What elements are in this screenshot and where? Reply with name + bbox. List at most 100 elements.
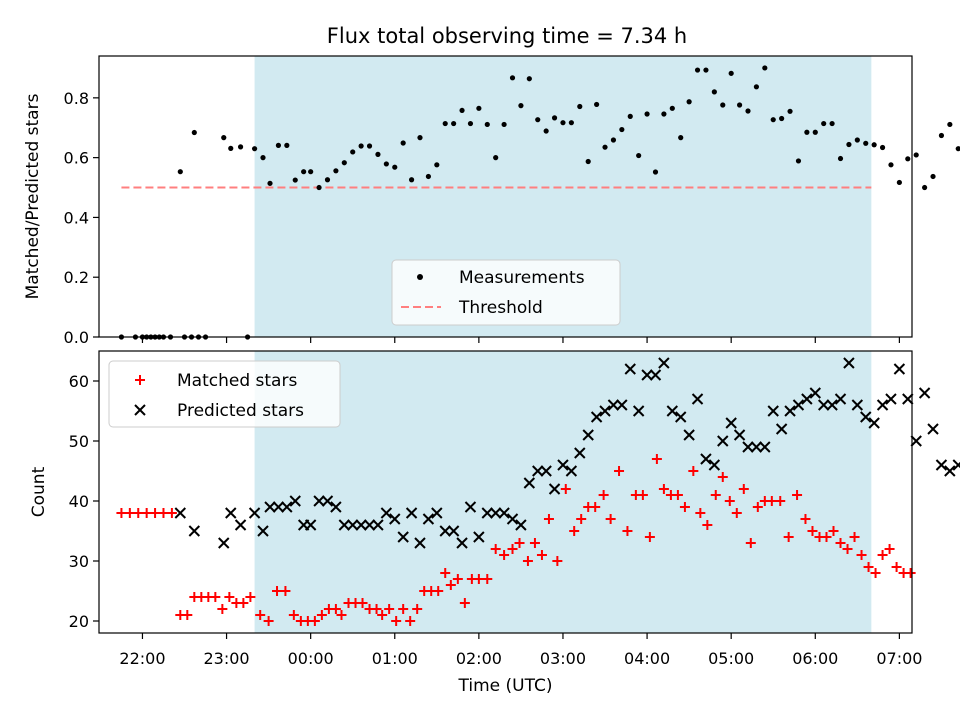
matched-star-point [116,508,127,518]
predicted-star-point [759,441,771,453]
measurement-point [400,140,406,146]
measurement-point [284,142,290,148]
measurement-point [177,169,183,175]
measurement-point [745,108,751,114]
measurement-point [821,120,827,127]
predicted-star-point [515,519,527,531]
matched-star-point [637,490,648,500]
predicted-star-point [876,399,889,411]
measurement-point [762,65,768,71]
predicted-star-point [540,465,552,477]
matched-star-point [622,526,633,536]
predicted-star-point [843,357,855,369]
legend-label-measurements: Measurements [459,268,585,288]
ratio-panel: 0.00.20.40.60.8 Matched/Predicted stars … [23,55,960,347]
predicted-star-point [792,399,805,411]
top-plot-frame [98,55,913,338]
measurement-point [341,160,347,166]
predicted-star-point [834,393,847,405]
matched-star-point [651,454,662,464]
measurement-point [221,135,227,141]
matched-star-point [891,562,902,572]
measurement-point [585,158,591,165]
measurement-point [568,120,574,126]
matched-star-point [835,538,846,548]
matched-star-point [644,532,655,542]
predicted-star-point [338,519,351,531]
measurement-point [476,105,482,111]
measurement-point [308,169,314,175]
measurement-point [905,156,911,162]
measurement-point [267,180,273,186]
predicted-star-point [616,399,628,411]
measurement-point [392,164,398,170]
predicted-star-point [188,525,201,537]
predicted-star-point [481,507,493,519]
top-y-tick-label: 0.2 [64,268,89,287]
measurement-point [543,128,549,134]
matched-star-point [658,484,669,494]
predicted-star-point [675,411,687,423]
predicted-star-point [826,399,838,411]
predicted-star-point [431,507,443,519]
measurement-point [434,162,440,168]
matched-star-point [316,610,327,620]
predicted-star-point [330,501,342,513]
measurement-point [922,184,928,191]
measurement-point [301,169,307,175]
x-axis-label: Time (UTC) [458,676,553,696]
measurement-point [383,161,389,167]
x-tick-label: 06:00 [792,649,838,668]
predicted-star-point [607,399,620,411]
matched-star-point [877,550,888,560]
matched-star-point [870,568,881,578]
matched-star-point [288,610,299,620]
top-legend-box [391,259,621,326]
predicted-star-point [860,411,872,423]
measurement-point [728,70,734,76]
predicted-star-point [717,435,729,447]
matched-star-point [440,568,451,578]
measurement-point [350,149,356,155]
matched-star-point [445,580,456,590]
measurement-point [913,152,919,158]
bottom-y-tick-label: 60 [69,372,89,391]
predicted-star-point [817,399,830,411]
bottom-plot-frame [98,350,913,634]
matched-star-point [398,604,409,614]
measurement-point [228,145,234,151]
predicted-star-point [918,387,931,399]
legend-dot-icon [417,274,423,280]
x-tick-label: 07:00 [876,649,922,668]
matched-star-point [679,502,690,512]
x-tick-label: 23:00 [204,649,250,668]
measurement-point [829,120,835,127]
measurement-point [602,144,608,150]
matched-star-point [731,508,742,518]
predicted-star-point [397,531,409,543]
predicted-star-point [851,399,864,411]
predicted-star-point [313,495,325,507]
matched-star-point [536,550,547,560]
predicted-star-point [902,393,914,405]
matched-star-point [141,508,152,518]
measurement-point [636,152,642,159]
matched-star-point [783,532,794,542]
measurement-point [896,179,902,186]
predicted-star-point [405,507,418,519]
predicted-star-point [624,363,636,375]
bottom-y-tick-label: 30 [69,552,89,571]
predicted-star-point [489,507,502,519]
predicted-star-point [885,393,897,405]
predicted-star-point [234,519,247,531]
measurement-point [871,142,877,148]
top-legend: Measurements Threshold [391,259,621,326]
matched-star-point [150,508,161,518]
measurement-point [955,146,960,152]
predicted-star-point [893,363,906,375]
matched-star-point [529,538,540,548]
matched-star-point [849,532,860,542]
predicted-star-point [473,531,485,543]
measurement-point [425,173,432,180]
predicted-star-point [767,405,779,417]
